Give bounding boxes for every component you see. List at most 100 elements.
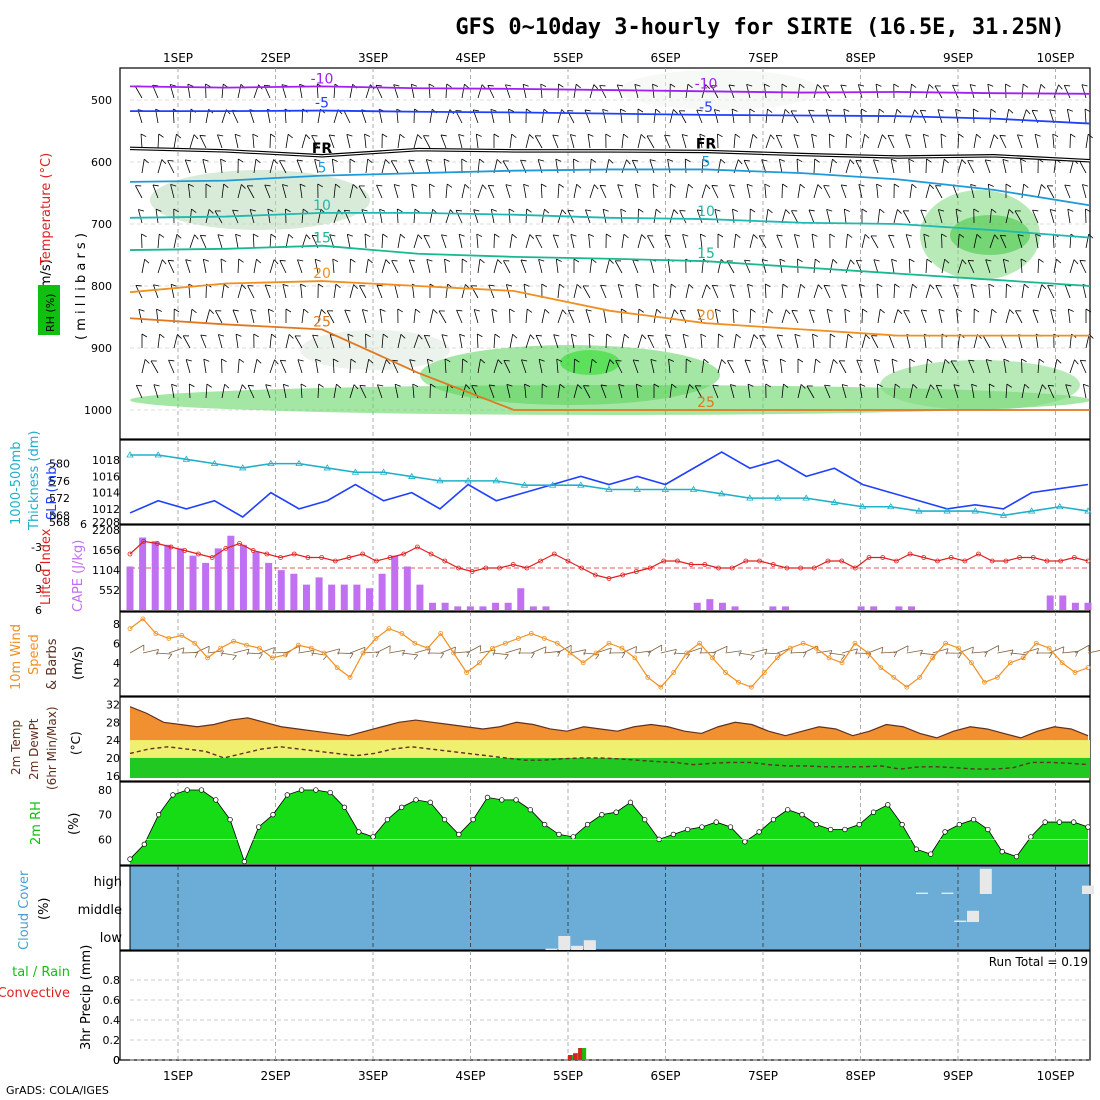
barb-shaft [477, 84, 483, 99]
barb-feather [417, 234, 423, 240]
wind-barb [617, 184, 624, 199]
wind-barb [602, 208, 609, 224]
wind-barb [365, 358, 374, 374]
barb-feather [423, 135, 430, 137]
li-marker [428, 551, 434, 557]
thickness-line [130, 454, 1089, 517]
wind-barb [664, 234, 671, 249]
wind-barb [717, 233, 724, 248]
barb-shaft [583, 385, 591, 399]
barb-shaft [779, 359, 783, 374]
barb-feather [594, 184, 599, 190]
surface-barb-shaft [880, 651, 897, 654]
barb-shaft [857, 84, 863, 99]
barb-shaft [282, 284, 287, 299]
barb-feather [317, 183, 324, 188]
wind-barb [476, 233, 483, 249]
barb-feather [297, 259, 304, 262]
barb-shaft [408, 259, 415, 274]
barb-shaft [858, 184, 863, 199]
wind-barb [1021, 83, 1029, 99]
barb-shaft [534, 135, 543, 149]
barb-feather [926, 158, 932, 163]
surface-barb-feather [764, 649, 768, 655]
wind-barb [237, 384, 247, 399]
wind-barb [845, 133, 852, 149]
wind-speed-marker [956, 645, 961, 651]
wind-barb [525, 208, 532, 224]
wind-barb [765, 134, 775, 149]
barb-feather [221, 358, 227, 363]
barb-shaft [923, 234, 927, 249]
cloud-bar-high [941, 892, 954, 894]
wind-barb [1021, 358, 1027, 374]
barb-shaft [557, 384, 561, 399]
cloud-bar-middle [954, 920, 967, 922]
barb-shaft [1021, 384, 1026, 399]
barb-feather [520, 159, 527, 162]
wind-barb [361, 309, 369, 324]
barb-feather [1058, 84, 1063, 90]
li-marker [538, 558, 543, 564]
barb-shaft [922, 134, 927, 149]
wind-speed-marker [503, 640, 508, 646]
surface-barb-shaft [220, 652, 237, 656]
barb-feather [1050, 209, 1056, 212]
barb-shaft [487, 185, 495, 199]
barb-feather [999, 135, 1006, 137]
barb-shaft [246, 185, 255, 199]
barb-feather [777, 334, 784, 337]
barb-feather [649, 159, 656, 162]
wind-speed-marker [826, 655, 832, 661]
barb-feather [188, 183, 194, 187]
barb-feather [746, 84, 753, 87]
wind-barb [461, 83, 470, 99]
wind-barb [684, 158, 691, 174]
barb-feather [241, 184, 246, 189]
barb-feather [359, 385, 366, 387]
barb-feather [382, 333, 389, 338]
barb-feather [858, 183, 865, 187]
barb-feather [634, 83, 641, 87]
thickness-marker [746, 494, 754, 501]
barb-feather [385, 259, 391, 265]
li-marker [332, 558, 338, 564]
barb-feather [874, 359, 881, 362]
barb-shaft [524, 384, 527, 399]
barb-shaft [314, 159, 319, 174]
barb-feather [302, 208, 309, 213]
barb-feather [156, 308, 162, 312]
barb-feather [321, 309, 326, 314]
barb-shaft [845, 159, 851, 174]
barb-feather [281, 84, 288, 87]
wind10-layer [127, 616, 1100, 690]
barb-shaft [973, 334, 978, 349]
rh-marker [1085, 824, 1091, 830]
barb-shaft [234, 134, 239, 149]
barb-shaft [861, 334, 867, 349]
surface-barb-feather [337, 648, 341, 655]
barb-shaft [920, 209, 927, 224]
y-tick-label: 2208 [92, 516, 120, 529]
surface-barb-feather [440, 653, 445, 659]
wind-barb [477, 258, 485, 274]
y-tick-label: 6 [35, 604, 42, 617]
wind-speed-marker [982, 679, 987, 685]
barb-shaft [1053, 159, 1057, 174]
wind-speed-marker [994, 674, 1000, 680]
surface-wind-barb [337, 652, 354, 659]
barb-shaft [189, 134, 195, 149]
barb-shaft [989, 309, 993, 324]
barb-feather [862, 308, 868, 313]
barb-shaft [635, 284, 639, 299]
li-label: Lifted Index [39, 528, 54, 605]
wind-barb [669, 109, 678, 124]
barb-shaft [412, 384, 415, 399]
wind-barb [1063, 84, 1071, 99]
barb-shaft [1017, 234, 1023, 249]
isotherm-label: 25 [697, 395, 715, 411]
wind-speed-marker [192, 640, 198, 646]
wind-barb [893, 83, 900, 99]
wind-barb [503, 360, 511, 374]
barb-feather [712, 284, 719, 287]
